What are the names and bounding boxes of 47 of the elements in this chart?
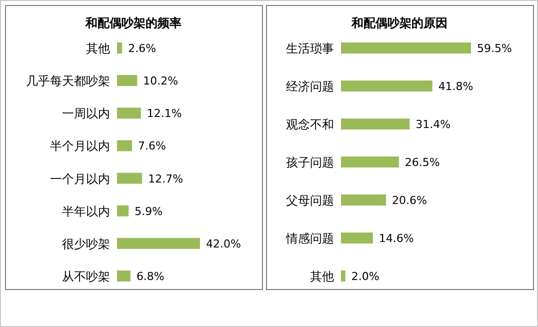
- y-tick-label: 几乎每天都吵架: [26, 74, 110, 88]
- y-tick-label: 一周以内: [62, 106, 110, 121]
- bar: [341, 194, 386, 206]
- data-label: 12.7%: [148, 172, 184, 186]
- y-tick-label: 其他: [310, 270, 334, 284]
- y-tick-label: 半个月以内: [50, 139, 110, 154]
- bar: [117, 75, 138, 86]
- data-label: 7.6%: [138, 140, 166, 153]
- bar: [341, 270, 346, 282]
- bar: [341, 118, 410, 130]
- data-label: 6.8%: [136, 270, 164, 283]
- bar: [341, 80, 432, 92]
- data-label: 31.4%: [416, 118, 451, 131]
- y-tick-label: 一个月以内: [50, 172, 110, 186]
- chart-title: 和配偶吵架的原因: [350, 16, 448, 30]
- bar: [341, 156, 399, 168]
- bar: [117, 270, 130, 282]
- y-tick-label: 半年以内: [62, 204, 110, 218]
- data-label: 42.0%: [206, 237, 241, 250]
- bar: [117, 172, 142, 184]
- y-tick-label: 生活琐事: [286, 42, 334, 56]
- data-label: 2.6%: [128, 42, 156, 55]
- data-label: 10.2%: [143, 74, 178, 88]
- data-label: 41.8%: [438, 80, 474, 93]
- bar: [117, 140, 132, 152]
- y-tick-label: 观念不和: [286, 118, 334, 132]
- data-label: 14.6%: [378, 232, 414, 245]
- data-label: 12.1%: [146, 107, 182, 120]
- bar: [341, 42, 471, 54]
- y-tick-label: 孩子问题: [286, 156, 334, 170]
- data-label: 2.0%: [351, 270, 380, 283]
- y-tick-label: 很少吵架: [62, 236, 110, 251]
- chart-title: 和配偶吵架的频率: [84, 16, 182, 30]
- bar: [117, 205, 129, 216]
- y-tick-label: 从不吵架: [62, 270, 110, 284]
- y-tick-label: 情感问题: [285, 232, 334, 246]
- data-label: 26.5%: [404, 156, 440, 169]
- y-tick-label: 经济问题: [286, 80, 334, 94]
- bar: [117, 108, 141, 119]
- y-tick-label: 父母问题: [286, 194, 334, 208]
- bar: [117, 42, 122, 54]
- y-tick-label: 其他: [86, 42, 110, 56]
- bar: [117, 238, 200, 249]
- data-label: 59.5%: [477, 42, 512, 55]
- bar: [341, 232, 373, 244]
- data-label: 20.6%: [392, 194, 427, 207]
- data-label: 5.9%: [134, 204, 163, 218]
